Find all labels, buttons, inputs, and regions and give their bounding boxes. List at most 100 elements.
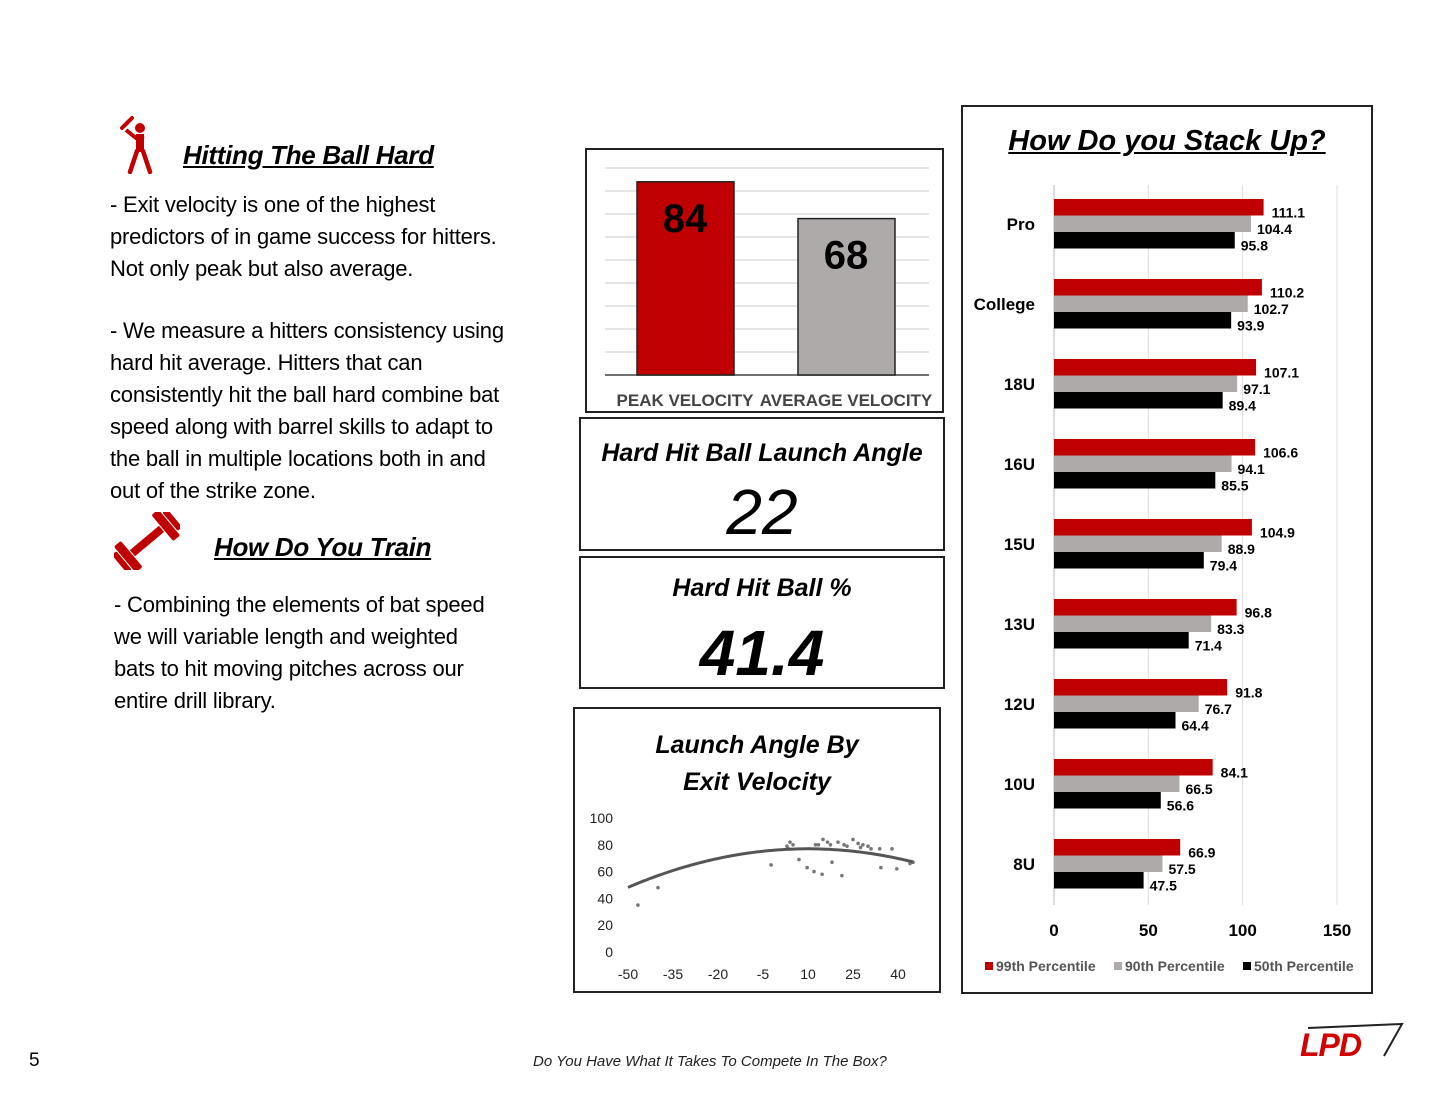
scatter-title: Launch Angle By Exit Velocity — [655, 731, 859, 796]
data-label: 96.8 — [1245, 605, 1272, 621]
legend-label: 90th Percentile — [1125, 958, 1225, 974]
data-point — [869, 847, 873, 851]
data-label: 94.1 — [1238, 461, 1265, 477]
stack-up-chart-box: How Do you Stack Up? 0 50 100 150 Pro 111.1 10… — [961, 105, 1373, 994]
data-point — [825, 840, 830, 844]
bar-99th-percentile — [1054, 519, 1252, 536]
y-tick-label: 40 — [597, 890, 613, 906]
text-line: - Exit velocity is one of the highest — [110, 192, 436, 217]
data-label: 104.9 — [1260, 525, 1295, 541]
data-label: 111.1 — [1272, 205, 1306, 221]
category-label: 8U — [1013, 855, 1035, 874]
data-point — [895, 867, 899, 871]
data-point — [813, 843, 818, 847]
y-tick-label: 20 — [597, 917, 613, 933]
data-label: 104.4 — [1257, 221, 1292, 237]
bar-50th-percentile — [1054, 392, 1223, 409]
bar-50th-percentile — [1054, 232, 1235, 249]
legend-label: 50th Percentile — [1254, 958, 1354, 974]
data-point — [861, 843, 865, 847]
x-tick-label: 50 — [1139, 921, 1158, 940]
y-tick-label: 100 — [590, 810, 614, 826]
svg-text:LPD: LPD — [1300, 1027, 1362, 1062]
data-point — [851, 837, 855, 842]
data-point — [840, 873, 844, 878]
stack-up-bar-chart: 0 50 100 150Pro111.1104.495.8College110.210… — [974, 185, 1354, 974]
bar-99th-percentile — [1054, 439, 1256, 456]
text-line: out of the strike zone. — [110, 478, 316, 503]
dumbbell-icon — [112, 509, 182, 575]
data-point — [805, 865, 809, 870]
bar-90th-percentile — [1054, 215, 1251, 232]
category-label: Pro — [1007, 215, 1035, 234]
bar-99th-percentile — [1054, 599, 1237, 616]
x-tick-label: 10 — [800, 966, 816, 982]
text-line: entire drill library. — [114, 688, 276, 713]
data-label: 110.2 — [1270, 285, 1304, 301]
data-point — [797, 857, 801, 862]
data-point — [636, 903, 640, 907]
legend-swatch — [1243, 962, 1251, 970]
text-line: hard hit average. Hitters that can — [110, 350, 423, 375]
x-tick-label: 0 — [1049, 921, 1058, 940]
x-tick-label: 25 — [845, 966, 861, 982]
bar-90th-percentile — [1054, 455, 1232, 472]
data-label: 71.4 — [1195, 638, 1222, 654]
scatter-chart-box: Launch Angle By Exit Velocity 0 20 40 60 80 1… — [573, 707, 941, 993]
data-point — [656, 885, 660, 890]
y-tick-label: 0 — [605, 944, 613, 960]
bar-99th-percentile — [1054, 679, 1228, 696]
data-point — [788, 840, 792, 844]
stack-up-title: How Do you Stack Up? — [1008, 125, 1326, 157]
data-point — [877, 847, 882, 851]
data-label: 107.1 — [1264, 365, 1299, 381]
data-point — [821, 837, 825, 842]
data-label: 83.3 — [1217, 621, 1244, 637]
bar-99th-percentile — [1054, 279, 1262, 296]
velocity-bar-chart: 84 PEAK VELOCITY 68 AVERAGE VELOCITY — [605, 167, 933, 410]
text-line: - We measure a hitters consistency using — [110, 318, 504, 343]
x-tick-label: 100 — [1228, 921, 1256, 940]
legend-swatch — [985, 962, 993, 970]
data-label: 57.5 — [1168, 861, 1195, 877]
data-point — [812, 869, 816, 874]
scatter-chart: 0 20 40 60 80 100 -50 -35 -20 -5 10 25 40 — [590, 810, 915, 982]
bar-90th-percentile — [1054, 775, 1180, 792]
data-point — [845, 844, 849, 848]
bar-90th-percentile — [1054, 855, 1163, 872]
x-tick-label: 150 — [1323, 921, 1351, 940]
data-label: 102.7 — [1254, 301, 1289, 317]
data-label: 95.8 — [1241, 238, 1268, 254]
text-line: predictors of in game success for hitter… — [110, 224, 497, 249]
data-label: 89.4 — [1229, 398, 1256, 414]
category-label: 12U — [1004, 695, 1035, 714]
bar-90th-percentile — [1054, 695, 1199, 712]
data-label: 88.9 — [1228, 541, 1255, 557]
bar-99th-percentile — [1054, 199, 1264, 216]
data-label: 47.5 — [1150, 878, 1177, 894]
bar-50th-percentile — [1054, 872, 1144, 889]
card-title: Hard Hit Ball % — [672, 574, 852, 602]
x-tick-label: -20 — [708, 966, 728, 982]
data-label: 56.6 — [1167, 798, 1194, 814]
batter-icon — [116, 116, 156, 179]
data-label: 64.4 — [1182, 718, 1209, 734]
data-point — [856, 841, 860, 846]
data-label: 84 — [663, 197, 708, 241]
data-point — [890, 847, 894, 851]
text-line: consistently hit the ball hard combine b… — [110, 382, 500, 407]
bar-50th-percentile — [1054, 792, 1161, 809]
data-point — [816, 843, 821, 847]
legend-swatch — [1114, 962, 1122, 970]
text-line: the ball in multiple locations both in a… — [110, 446, 486, 471]
bar-99th-percentile — [1054, 759, 1213, 776]
data-point — [828, 843, 833, 847]
category-label: 10U — [1004, 775, 1035, 794]
x-tick-label: -35 — [663, 966, 683, 982]
data-point — [785, 844, 789, 848]
bar-90th-percentile — [1054, 375, 1238, 392]
data-label: 66.9 — [1188, 845, 1215, 861]
data-point — [830, 860, 834, 865]
category-label: 18U — [1004, 375, 1035, 394]
card-value: 22 — [726, 476, 798, 548]
